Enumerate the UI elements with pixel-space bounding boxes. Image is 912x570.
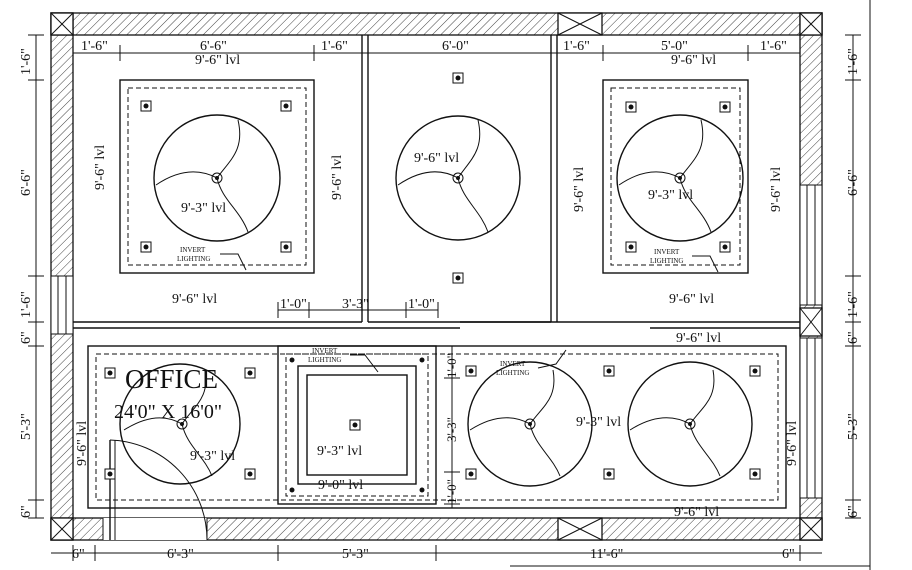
invert-lighting-label-3b: LIGHTING — [650, 257, 683, 265]
room-3-ceiling: INVERT LIGHTING 9'-3" lvl 9'-6" lvl 9'-6… — [572, 79, 784, 307]
left-dim-4: 5'-3" — [19, 413, 34, 440]
level-label-o-left-center: 9'-3" lvl — [190, 449, 235, 464]
level-label-r3-right: 9'-6" lvl — [769, 167, 784, 212]
level-label-r1-bottom: 9'-6" lvl — [172, 292, 217, 307]
mid-dim-0: 1'-0" — [280, 297, 307, 312]
room-1-ceiling: INVERT LIGHTING 9'-3" lvl 9'-6" lvl 9'-6… — [93, 79, 345, 307]
bottom-dim-4: 6" — [782, 547, 795, 562]
light-fixtures — [625, 101, 731, 253]
invert-lighting-label-o1a: INVERT — [312, 347, 338, 355]
top-level-r3: 9'-6" lvl — [671, 53, 716, 68]
right-dim-4: 5'-3" — [846, 413, 861, 440]
left-dim-0: 1'-6" — [19, 48, 34, 75]
level-label-r1-left: 9'-6" lvl — [93, 145, 108, 190]
columns — [50, 12, 823, 541]
fan-6 — [629, 369, 721, 477]
left-dim-5: 6" — [19, 505, 34, 518]
level-label-r3-bottom: 9'-6" lvl — [669, 292, 714, 307]
top-dim-2: 1'-6" — [321, 39, 348, 54]
bottom-dim-1: 6'-3" — [167, 547, 194, 562]
windows — [50, 184, 823, 499]
invert-lighting-label-3a: INVERT — [654, 248, 680, 256]
mid-dim-1: 3'-3" — [342, 297, 369, 312]
light-fixtures — [465, 365, 761, 480]
invert-lighting-label-o2b: LIGHTING — [496, 369, 529, 377]
office-size: 24'0" X 16'0" — [114, 401, 222, 423]
right-dim-0: 1'-6" — [846, 48, 861, 75]
top-dim-5: 5'-0" — [661, 39, 688, 54]
fan-5 — [469, 369, 561, 477]
top-dim-4: 1'-6" — [563, 39, 590, 54]
level-label-o-bottom-right: 9'-6" lvl — [674, 505, 719, 520]
level-label-o-right-edge: 9'-6" lvl — [785, 421, 800, 466]
level-label-o-center-bottom: 9'-0" lvl — [318, 478, 363, 493]
right-dim-2: 1'-6" — [846, 291, 861, 318]
left-dimension-column: 1'-6" 6'-6" 1'-6" 6" 5'-3" 6" — [19, 34, 44, 519]
right-dimension-column: 1'-6" 6'-6" 1'-6" 6" 5'-3" 6" — [845, 34, 861, 519]
mid-dimension-row: 1'-0" 3'-3" 1'-0" — [277, 297, 439, 318]
light-fixtures — [140, 100, 292, 253]
inner-vert-dim-2: 1'-0" — [444, 479, 459, 504]
level-label-o-right-center: 9'-3" lvl — [576, 415, 621, 430]
bottom-dim-0: 6" — [72, 547, 85, 562]
left-dim-3: 6" — [19, 331, 34, 344]
light-fixtures — [104, 367, 256, 480]
invert-lighting-label-o2a: INVERT — [500, 360, 526, 368]
fan-1 — [155, 119, 249, 233]
bottom-dimension-row: 6" 6'-3" 5'-3" 11'-6" 6" — [51, 0, 871, 570]
level-label-o-top-right: 9'-6" lvl — [676, 331, 721, 346]
inner-vert-dim-0: 1'-0" — [444, 353, 459, 378]
top-dimension-row: 1'-6" 6'-6" 1'-6" 6'-0" 1'-6" 5'-0" 1'-6… — [72, 39, 801, 68]
right-dim-3: 6" — [846, 331, 861, 344]
room-2-ceiling: 9'-6" lvl — [395, 72, 521, 284]
top-dim-1: 6'-6" — [200, 39, 227, 54]
door — [102, 439, 208, 541]
level-label-o-center: 9'-3" lvl — [317, 444, 362, 459]
right-dim-5: 6" — [846, 505, 861, 518]
invert-lighting-label-o1b: LIGHTING — [308, 356, 341, 364]
partitions — [73, 35, 800, 329]
invert-lighting-label-1b: LIGHTING — [177, 255, 210, 263]
level-label-r1-right: 9'-6" lvl — [330, 155, 345, 200]
left-dim-2: 1'-6" — [19, 291, 34, 318]
level-label-r1-center: 9'-3" lvl — [181, 201, 226, 216]
top-dim-6: 1'-6" — [760, 39, 787, 54]
top-dim-3: 6'-0" — [442, 39, 469, 54]
mid-dim-2: 1'-0" — [408, 297, 435, 312]
fan-4 — [123, 369, 213, 477]
top-level-r1: 9'-6" lvl — [195, 53, 240, 68]
left-dim-1: 6'-6" — [19, 169, 34, 196]
bottom-dim-3: 11'-6" — [590, 547, 623, 562]
level-label-r3-center: 9'-3" lvl — [648, 188, 693, 203]
office-ceiling: INVERT LIGHTING — [75, 331, 800, 520]
fan-3 — [618, 119, 712, 233]
right-dim-1: 6'-6" — [846, 169, 861, 196]
office-title: OFFICE — [125, 364, 218, 394]
level-label-o-left-edge: 9'-6" lvl — [75, 421, 90, 466]
inner-vert-dim-1: 3'-3" — [444, 417, 459, 442]
top-dim-0: 1'-6" — [81, 39, 108, 54]
fan-2 — [397, 119, 489, 233]
bottom-dim-2: 5'-3" — [342, 547, 369, 562]
invert-lighting-label-1a: INVERT — [180, 246, 206, 254]
level-label-r3-left: 9'-6" lvl — [572, 167, 587, 212]
level-label-r2-center: 9'-6" lvl — [414, 151, 459, 166]
